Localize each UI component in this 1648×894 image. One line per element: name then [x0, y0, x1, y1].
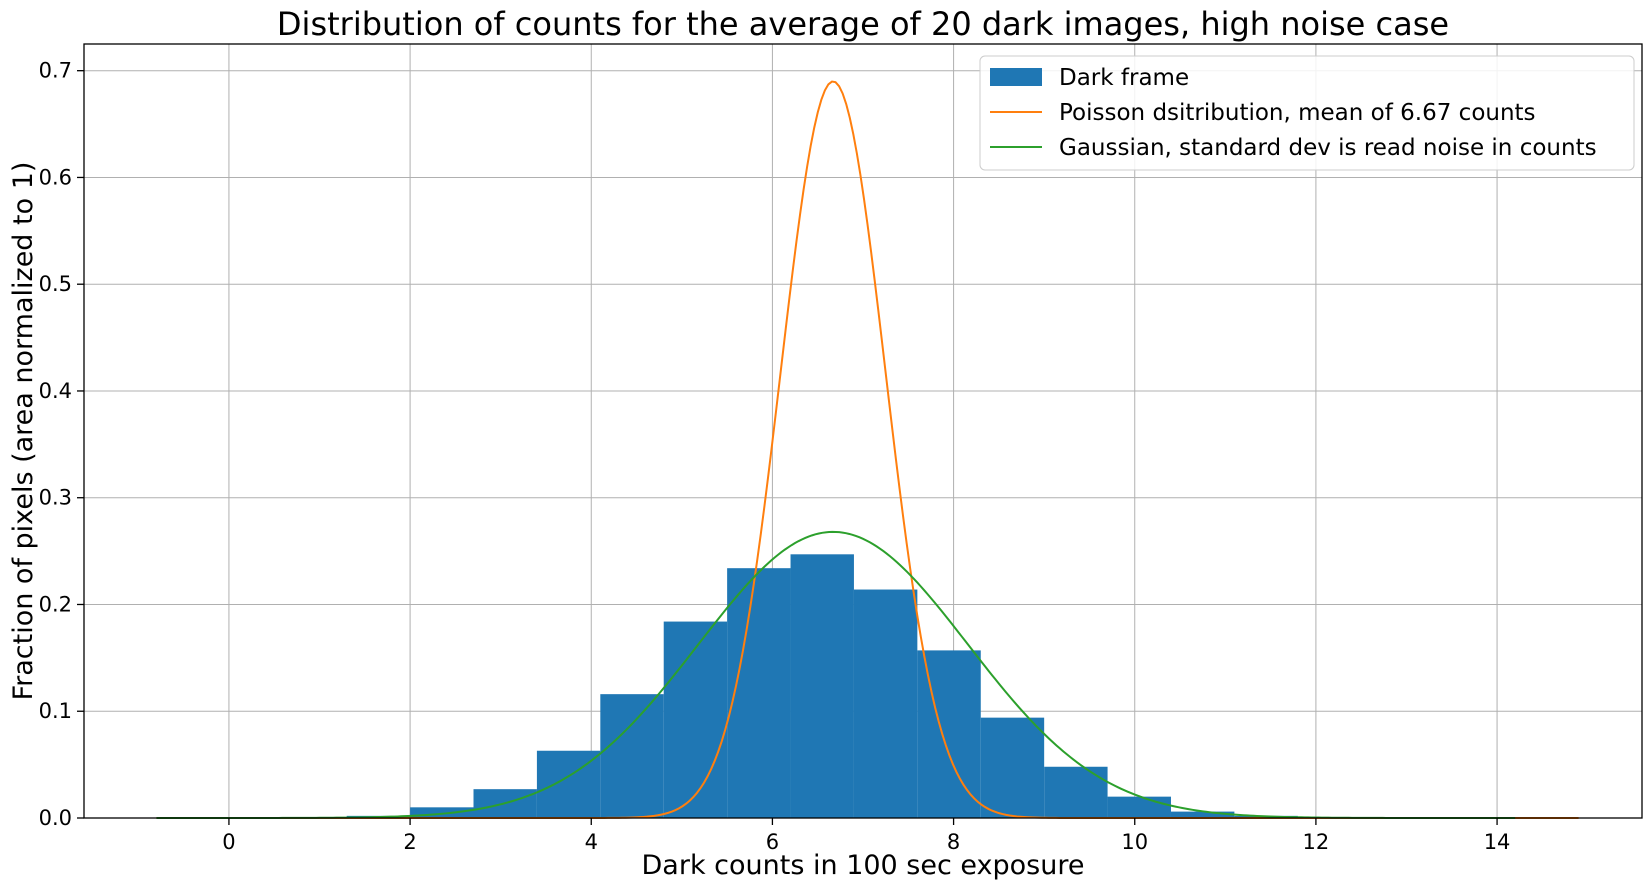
y-tick-label: 0.1	[39, 699, 72, 723]
y-tick-label: 0.2	[39, 592, 72, 616]
legend: Dark frame Poisson dsitribution, mean of…	[979, 55, 1635, 171]
histogram-bar	[917, 650, 981, 818]
legend-label-gaussian: Gaussian, standard dev is read noise in …	[1059, 135, 1597, 161]
histogram-bar	[600, 694, 664, 818]
legend-label-poisson: Poisson dsitribution, mean of 6.67 count…	[1059, 100, 1536, 126]
y-tick-label: 0.4	[39, 379, 72, 403]
x-tick-label: 2	[403, 830, 416, 854]
y-tick-label: 0.5	[39, 272, 72, 296]
histogram-bar	[853, 589, 918, 818]
x-axis-title: Dark counts in 100 sec exposure	[642, 850, 1085, 881]
x-tick-label: 4	[585, 830, 598, 854]
x-tick-label: 8	[947, 830, 960, 854]
gaussian-curve	[156, 530, 1516, 819]
histogram-bar	[790, 554, 854, 818]
histogram-bar	[727, 568, 791, 818]
x-tick-label: 12	[1303, 830, 1330, 854]
ticks-layer: 0 2 4 6 8 10 12 14 0.0 0.1 0.2 0.3 0.4 0.5 0.6 0.7	[39, 59, 1511, 854]
x-tick-label: 14	[1484, 830, 1511, 854]
plot-frame	[83, 43, 1643, 819]
x-tick-label: 0	[222, 830, 235, 854]
legend-label-dark-frame: Dark frame	[1059, 65, 1189, 91]
y-tick-label: 0.3	[39, 486, 72, 510]
legend-frame	[979, 55, 1635, 171]
histogram-bar	[1170, 811, 1235, 818]
histogram-bar	[663, 621, 728, 818]
legend-swatch-dark-frame	[990, 68, 1042, 86]
histogram-bar	[1107, 796, 1171, 818]
y-tick-label: 0.7	[39, 59, 72, 83]
histogram-bar	[980, 717, 1045, 818]
y-axis-title: Fraction of pixels (area normalized to 1…	[8, 162, 39, 701]
y-tick-label: 0.0	[39, 806, 72, 830]
chart-title: Distribution of counts for the average o…	[277, 5, 1449, 43]
x-tick-label: 10	[1121, 830, 1148, 854]
histogram-bar	[1044, 766, 1108, 818]
y-tick-label: 0.6	[39, 165, 72, 189]
x-tick-label: 6	[766, 830, 779, 854]
histogram-bar	[410, 807, 474, 818]
